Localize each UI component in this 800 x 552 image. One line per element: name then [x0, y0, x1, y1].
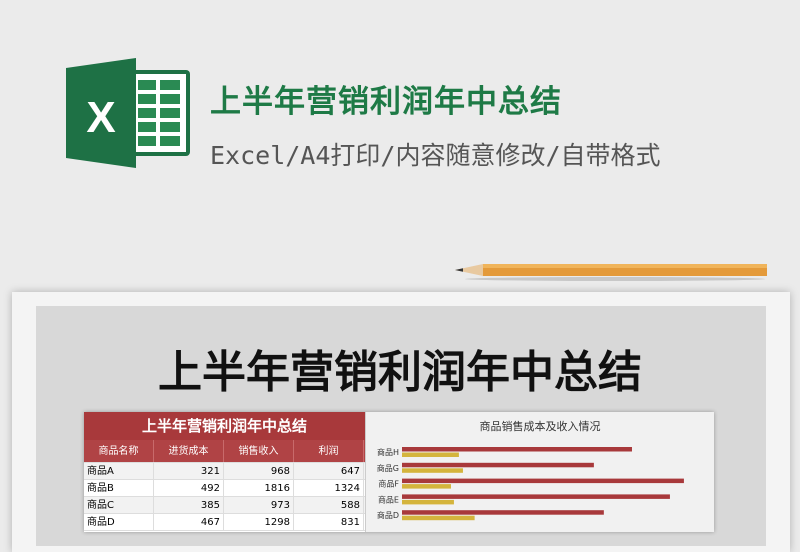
revenue-bar: [402, 494, 670, 499]
revenue-bar: [402, 478, 684, 484]
cost-bar: [402, 452, 459, 457]
cell: 1324: [294, 480, 364, 496]
category-label: 商品F: [378, 479, 399, 489]
cell: 973: [224, 497, 294, 513]
cell: 588: [294, 497, 364, 513]
cell: 831: [294, 514, 364, 530]
category-label: 商品E: [378, 494, 399, 504]
revenue-bar: [402, 447, 632, 452]
cost-bar: [402, 499, 454, 505]
pencil-icon: [455, 264, 767, 281]
cost-bar: [402, 484, 451, 489]
cell: 647: [294, 463, 364, 479]
revenue-bar: [402, 462, 594, 468]
cell: 968: [224, 463, 294, 479]
cost-bar: [402, 515, 475, 521]
category-label: 商品D: [377, 510, 399, 520]
preview-big-title: 上半年营销利润年中总结: [158, 347, 642, 398]
cell: 商品D: [84, 514, 154, 530]
table-row: 商品C 385 973 588: [84, 497, 365, 514]
cell: 1816: [224, 480, 294, 496]
table-title: 上半年营销利润年中总结: [84, 412, 365, 440]
cost-bar: [402, 468, 463, 473]
cell: 385: [154, 497, 224, 513]
chart-title: 商品销售成本及收入情况: [479, 420, 601, 433]
svg-text:X: X: [86, 93, 115, 142]
page-title: 上半年营销利润年中总结: [210, 84, 562, 120]
table-row: 商品A 321 968 647: [84, 463, 365, 480]
excel-logo-icon: X: [66, 58, 190, 168]
table-row: 商品D 467 1298 831: [84, 514, 365, 531]
column-header: 销售收入: [224, 440, 294, 462]
cell: 商品A: [84, 463, 154, 479]
bar-chart: 商品销售成本及收入情况 商品H 商品G 商品F 商品E 商品D: [365, 412, 714, 532]
column-header: 商品名称: [84, 440, 154, 462]
table-header-row: 商品名称 进货成本 销售收入 利润: [84, 440, 365, 463]
cell: 1298: [224, 514, 294, 530]
cell: 321: [154, 463, 224, 479]
chart-plot: 商品H 商品G 商品F 商品E 商品D: [377, 447, 684, 521]
cell: 商品C: [84, 497, 154, 513]
revenue-bar: [402, 510, 604, 515]
cell: 492: [154, 480, 224, 496]
table-row: 商品B 492 1816 1324: [84, 480, 365, 497]
column-header: 进货成本: [154, 440, 224, 462]
category-label: 商品H: [377, 447, 399, 457]
cell: 467: [154, 514, 224, 530]
page-subtitle: Excel/A4打印/内容随意修改/自带格式: [210, 141, 661, 170]
spreadsheet-preview: 上半年营销利润年中总结 商品名称 进货成本 销售收入 利润 商品A 321 968 6…: [84, 412, 714, 532]
column-header: 利润: [294, 440, 364, 462]
category-label: 商品G: [377, 463, 399, 473]
summary-table: 上半年营销利润年中总结 商品名称 进货成本 销售收入 利润 商品A 321 968 6…: [84, 412, 365, 531]
cell: 商品B: [84, 480, 154, 496]
